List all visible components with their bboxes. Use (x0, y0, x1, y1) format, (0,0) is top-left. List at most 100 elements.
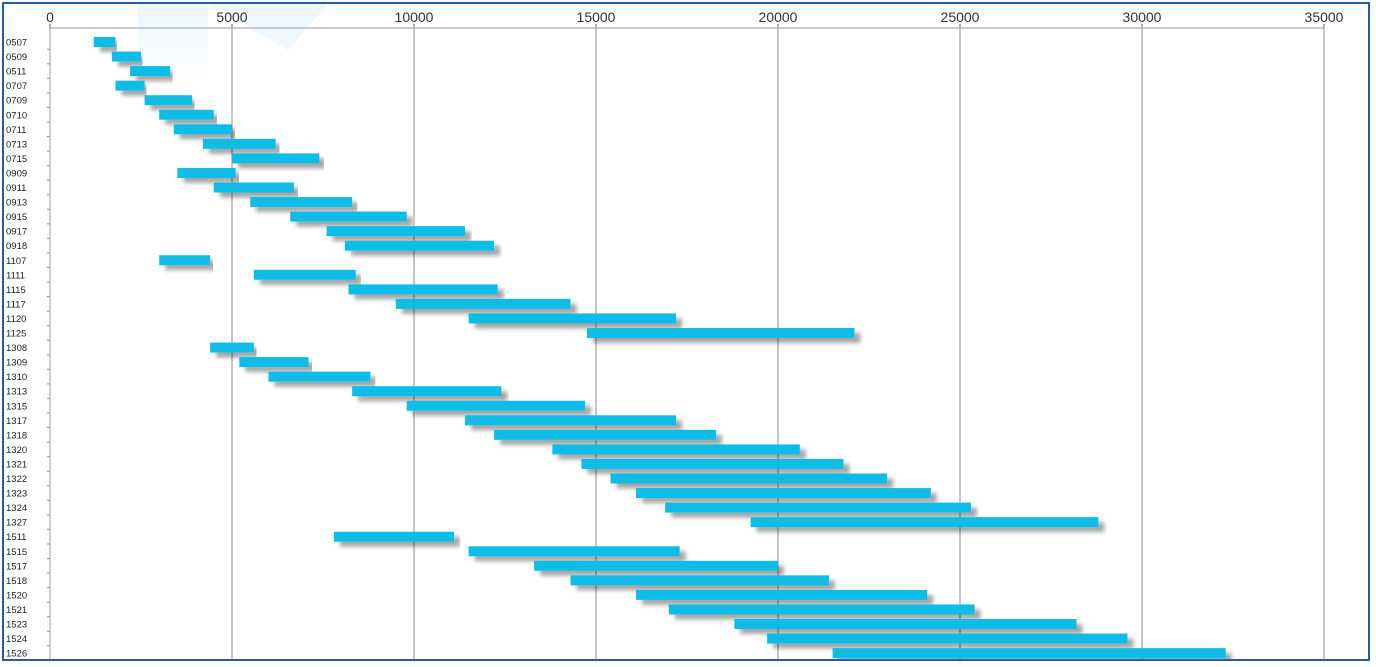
x-tick-label-30000: 30000 (1123, 9, 1162, 25)
bar-0713 (202, 138, 276, 149)
category-label-1115: 1115 (6, 285, 26, 296)
x-tick-label-15000: 15000 (577, 9, 616, 25)
bar-1309 (239, 357, 309, 368)
y-axis-categories: 0507 0509 0511 0707 0709 0710 0711 0713 0715 0909… (6, 38, 50, 660)
category-label-1111: 1111 (6, 270, 25, 281)
category-label-1315: 1315 (6, 401, 27, 412)
bar-0710 (159, 109, 214, 120)
bar-1308 (210, 342, 254, 353)
category-label-0711: 0711 (6, 125, 26, 136)
bar-1317 (464, 415, 677, 426)
category-label-1523: 1523 (6, 620, 27, 631)
bar-1521 (668, 604, 975, 615)
bar-1111 (253, 269, 356, 280)
x-tick-label-5000: 5000 (216, 9, 247, 25)
category-label-1327: 1327 (6, 518, 27, 529)
bar-0507 (93, 37, 116, 47)
x-tick-label-0: 0 (46, 9, 54, 25)
bar-1515 (468, 546, 680, 557)
bar-1518 (570, 575, 829, 586)
x-tick-label-10000: 10000 (395, 9, 434, 25)
category-label-0511: 0511 (6, 67, 26, 78)
category-label-1125: 1125 (6, 329, 26, 340)
bar-1107 (159, 255, 211, 266)
category-label-1309: 1309 (6, 358, 27, 369)
category-label-1120: 1120 (6, 314, 26, 325)
category-label-0715: 0715 (6, 154, 27, 165)
bar-0715 (232, 153, 320, 164)
category-label-0917: 0917 (6, 227, 27, 238)
category-label-1117: 1117 (6, 299, 26, 310)
bar-1524 (767, 633, 1128, 644)
category-label-1313: 1313 (6, 387, 27, 398)
category-label-1524: 1524 (6, 634, 27, 645)
category-label-0918: 0918 (6, 241, 27, 252)
category-label-0915: 0915 (6, 212, 27, 223)
bar-1120 (468, 313, 677, 324)
bar-1318 (494, 429, 717, 440)
bar-1322 (610, 473, 888, 484)
bar-1315 (406, 400, 586, 411)
bar-1526 (832, 648, 1226, 659)
bar-1523 (734, 619, 1077, 629)
bar-1117 (395, 298, 571, 309)
bar-0917 (326, 226, 465, 237)
category-label-1521: 1521 (6, 605, 27, 616)
category-label-1323: 1323 (6, 489, 27, 500)
bar-1511 (333, 531, 455, 542)
bar-0911 (213, 182, 294, 193)
bar-1324 (665, 502, 971, 513)
category-label-1517: 1517 (6, 561, 27, 572)
category-label-0509: 0509 (6, 52, 27, 63)
category-label-0707: 0707 (6, 81, 27, 92)
bar-1310 (268, 371, 371, 382)
category-label-0709: 0709 (6, 96, 27, 107)
category-label-1324: 1324 (6, 503, 27, 514)
category-label-0713: 0713 (6, 139, 27, 150)
bar-0709 (144, 95, 192, 106)
gantt-range-chart: 0 5000 10000 15000 20000 25000 30000 35000 0507… (6, 4, 1344, 660)
category-label-0913: 0913 (6, 198, 27, 209)
bar-1321 (581, 458, 844, 469)
x-tick-label-20000: 20000 (759, 9, 798, 25)
category-label-0911: 0911 (6, 183, 26, 194)
category-label-1107: 1107 (6, 256, 26, 267)
bar-1517 (534, 560, 778, 571)
bars-layer (93, 37, 1226, 659)
x-axis: 0 5000 10000 15000 20000 25000 30000 35000 (46, 9, 1344, 659)
category-label-0507: 0507 (6, 38, 27, 49)
bar-1327 (750, 517, 1099, 528)
bar-0909 (177, 167, 236, 178)
bar-0707 (115, 80, 145, 91)
bar-1115 (348, 284, 498, 295)
bar-0915 (290, 211, 407, 222)
x-tick-label-35000: 35000 (1305, 9, 1344, 25)
bar-0511 (130, 66, 171, 77)
category-label-1518: 1518 (6, 576, 27, 587)
bar-0509 (111, 51, 141, 62)
category-label-0909: 0909 (6, 168, 27, 179)
category-label-1520: 1520 (6, 590, 27, 601)
background-watermark (138, 4, 328, 76)
category-label-1511: 1511 (6, 532, 26, 543)
category-label-1308: 1308 (6, 343, 27, 354)
category-label-0710: 0710 (6, 110, 27, 121)
category-label-1318: 1318 (6, 430, 27, 441)
bar-1320 (552, 444, 800, 455)
category-label-1317: 1317 (6, 416, 27, 427)
bar-1313 (352, 386, 502, 397)
bar-0913 (250, 197, 353, 208)
bar-1125 (586, 328, 855, 338)
category-label-1526: 1526 (6, 649, 27, 660)
category-label-1310: 1310 (6, 372, 27, 383)
bar-1520 (636, 589, 928, 600)
x-tick-label-25000: 25000 (941, 9, 980, 25)
category-label-1322: 1322 (6, 474, 27, 485)
category-label-1321: 1321 (6, 459, 27, 470)
category-label-1515: 1515 (6, 547, 27, 558)
bar-0918 (344, 240, 495, 251)
bar-1323 (636, 488, 931, 499)
category-label-1320: 1320 (6, 445, 27, 456)
bar-0711 (173, 124, 232, 135)
